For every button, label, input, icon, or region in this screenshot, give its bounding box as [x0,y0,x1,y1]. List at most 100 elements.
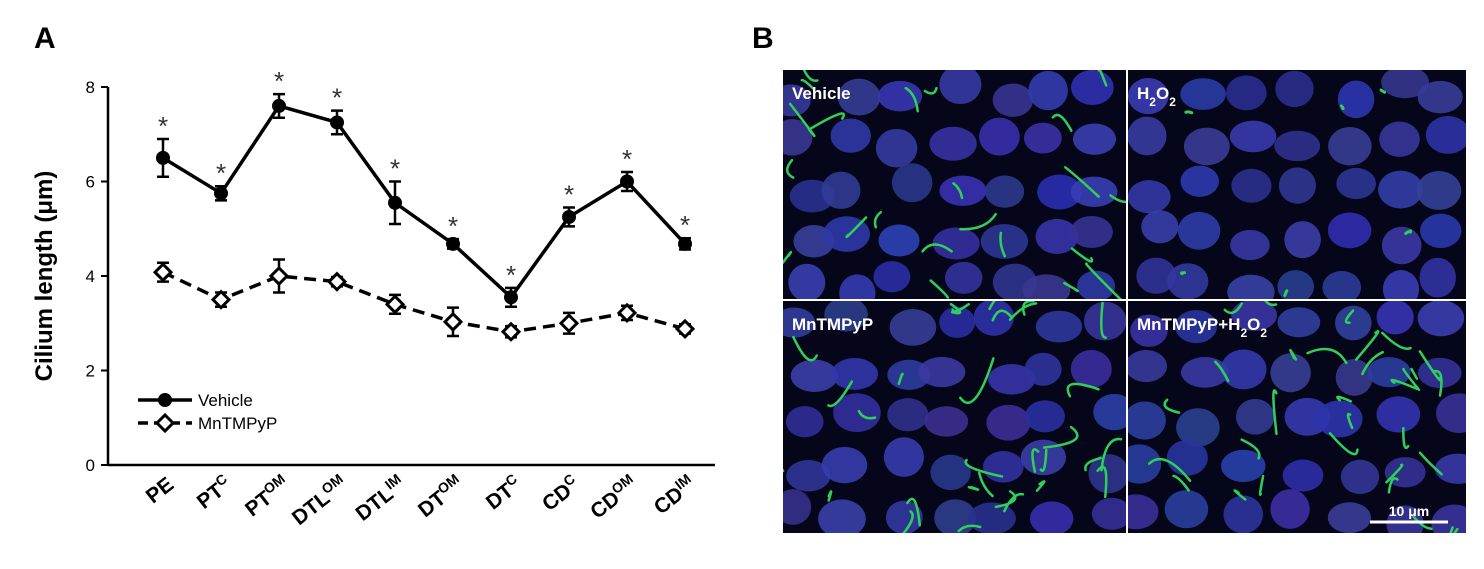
nucleus [984,175,1025,208]
nucleus [1419,257,1456,298]
nucleus [1128,180,1171,214]
nucleus [1177,211,1221,250]
cilium [1070,247,1094,263]
nucleus [1335,305,1372,341]
legend-label: MnTMPyP [198,414,277,433]
nucleus [887,398,929,432]
category-main: PE [142,473,178,508]
cilium [1064,166,1100,198]
cilium [1432,369,1443,397]
y-tick-label: 4 [86,267,95,286]
nucleus [1091,497,1126,530]
nucleus [939,175,987,206]
nucleus [1176,408,1220,447]
x-tick-label: CDIM [648,470,700,519]
cilium [1223,302,1244,315]
cilium [904,86,920,113]
significance: * [274,66,284,96]
nucleus [1035,218,1079,254]
cilium [1361,350,1385,376]
nucleus [1166,439,1208,476]
nucleus [875,128,918,168]
nucleus [1327,502,1372,533]
point [620,174,634,189]
nucleus [1235,398,1275,435]
cilium [1233,489,1247,501]
nucleus [1336,167,1376,200]
nucleus [1270,489,1310,529]
cilium [1180,271,1187,276]
nucleus [1335,358,1373,396]
label-part: MnTMPyP [792,315,873,334]
significance: * [680,210,690,240]
micrograph [1128,301,1466,533]
x-tick-label: PTOM [239,470,294,521]
nucleus [1030,501,1074,533]
y-tick-label: 0 [86,456,95,475]
nucleus [1025,400,1065,433]
nucleus [1037,174,1082,210]
significance: * [158,111,168,141]
nucleus [1382,269,1420,299]
x-tick-label: DTLIM [350,470,410,525]
nucleus [939,70,982,105]
nucleus [818,499,866,533]
micrograph [783,301,1126,533]
cilium [1051,113,1073,132]
nucleus [979,117,1020,156]
nucleus [785,406,824,438]
cilium [1066,382,1100,398]
nucleus [918,356,966,388]
point [500,321,522,342]
label-part: MnTMPyP+H [1137,315,1240,334]
cilium [800,78,815,90]
nucleus [1327,212,1372,249]
point [214,186,228,201]
cilium [1402,426,1410,450]
nucleus [1275,70,1314,108]
nucleus [1024,352,1062,386]
nucleus [1278,167,1316,204]
micrograph [1128,70,1466,299]
nucleus [1022,274,1071,299]
nucleus [1071,70,1114,106]
cilium [1063,281,1080,293]
category-sup: IM [672,470,694,492]
cilium [802,70,819,82]
x-tick-label: PE [142,473,178,508]
cilium [1402,367,1421,392]
cilium [1283,289,1289,298]
cilium [1163,398,1181,414]
nucleus [1223,495,1264,533]
nucleus [837,78,881,116]
point [384,294,406,315]
nucleus [1227,274,1275,299]
point [388,195,402,210]
nucleus [1180,78,1226,110]
series-line [162,103,687,300]
cilium [1449,526,1459,533]
x-tick-label: PTC [191,470,236,513]
scale-bar-label: 10 μm [1389,503,1429,519]
nucleus [1431,504,1466,533]
nucleus [944,261,983,294]
cilium [1404,229,1413,235]
label-part: H [1137,84,1149,103]
cilium [1385,463,1404,484]
cilium [1354,330,1380,361]
point [330,115,344,130]
y-tick-label: 2 [86,362,95,381]
cilium [1031,448,1040,473]
cilium [792,335,818,362]
cilium [827,380,854,408]
point [268,265,290,287]
cilium [1100,437,1123,472]
nucleus [783,84,811,117]
cilium [923,86,938,95]
nucleus [1386,505,1424,533]
cilium [988,301,996,311]
significance: * [448,211,458,241]
label-part: Vehicle [792,84,851,103]
nucleus [1035,310,1083,343]
nucleus [1180,165,1219,197]
